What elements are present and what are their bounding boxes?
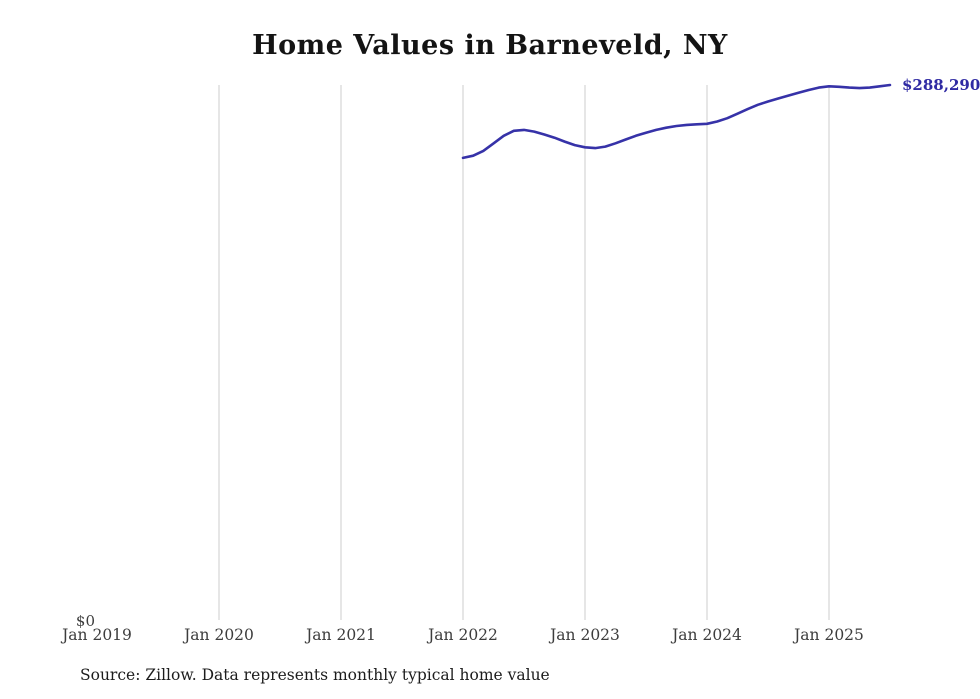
x-tick-label: Jan 2025 [792,626,864,644]
home-value-series-line [461,83,892,160]
x-tick-label: Jan 2020 [182,626,254,644]
source-note: Source: Zillow. Data represents monthly … [80,666,550,684]
latest-value-label: $288,290 [902,76,980,94]
x-tick-label: Jan 2024 [670,626,742,644]
x-tick-label: Jan 2021 [304,626,376,644]
x-tick-label: Jan 2022 [426,626,498,644]
x-tick-label: Jan 2019 [60,626,132,644]
x-tick-label: Jan 2023 [548,626,620,644]
chart-title: Home Values in Barneveld, NY [252,30,728,61]
y-axis-zero-label: $0 [76,612,95,630]
